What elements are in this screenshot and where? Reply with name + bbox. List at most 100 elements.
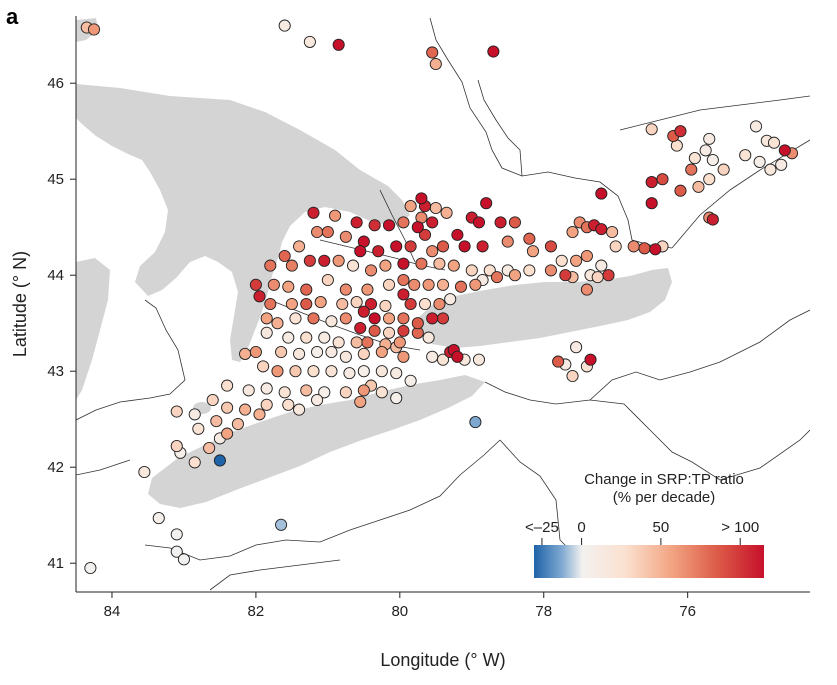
site-marker [404, 240, 417, 253]
site-marker [242, 384, 255, 397]
site-marker [152, 512, 165, 525]
site-marker [451, 228, 464, 241]
site-marker [451, 350, 464, 363]
site-marker [311, 345, 324, 359]
site-marker [397, 216, 410, 229]
site-marker [293, 403, 306, 416]
site-marker [397, 312, 410, 325]
site-marker [404, 297, 417, 311]
site-marker [192, 422, 205, 435]
site-marker [422, 278, 435, 291]
site-marker [87, 23, 101, 36]
site-marker [307, 312, 320, 325]
colorbar-title: Change in SRP:TP ratio [584, 471, 744, 488]
site-marker [325, 345, 338, 359]
site-marker [329, 209, 342, 222]
site-marker [703, 132, 716, 145]
site-marker [393, 336, 406, 349]
site-marker [429, 57, 442, 71]
site-marker [602, 269, 615, 282]
site-marker [275, 518, 288, 531]
site-marker [368, 324, 381, 337]
site-marker [368, 312, 381, 325]
site-marker [339, 350, 352, 363]
site-marker [494, 216, 507, 229]
site-marker [354, 321, 367, 335]
site-marker [203, 441, 216, 455]
y-tick-label: 44 [47, 267, 64, 284]
site-marker [332, 254, 345, 267]
site-marker [354, 245, 367, 258]
site-marker [361, 283, 374, 296]
site-marker [221, 427, 234, 440]
site-marker [390, 392, 403, 405]
x-tick-label: 84 [104, 603, 121, 620]
site-marker [253, 290, 266, 303]
site-marker [206, 393, 219, 407]
site-marker [350, 336, 363, 349]
site-marker [318, 331, 331, 344]
site-marker [501, 235, 514, 248]
site-marker [325, 315, 338, 328]
site-marker [382, 219, 396, 232]
site-marker [426, 216, 439, 229]
site-marker [422, 331, 435, 344]
site-marker [311, 393, 324, 407]
x-tick-label: 80 [391, 603, 408, 620]
site-marker [436, 353, 450, 366]
site-marker [426, 350, 439, 363]
site-marker [382, 278, 396, 291]
site-marker [674, 125, 687, 138]
site-marker [282, 280, 295, 293]
site-marker [649, 243, 662, 256]
site-marker [289, 365, 302, 378]
site-marker [688, 152, 701, 165]
site-marker [285, 259, 298, 272]
site-marker [260, 398, 273, 411]
site-marker [368, 219, 381, 232]
site-marker [411, 221, 424, 234]
site-marker [303, 254, 316, 267]
site-marker [239, 347, 252, 360]
site-marker [321, 273, 334, 287]
x-tick-label: 76 [679, 603, 696, 620]
site-marker [426, 312, 439, 325]
site-marker [775, 158, 788, 171]
lake-michigan [76, 258, 110, 400]
site-marker [275, 345, 288, 359]
site-marker [318, 254, 331, 267]
site-marker [415, 192, 428, 205]
site-marker [584, 353, 597, 366]
site-marker [278, 386, 291, 399]
site-marker [717, 163, 730, 176]
site-marker [778, 144, 791, 157]
site-marker [311, 225, 324, 239]
site-marker [767, 136, 781, 149]
site-marker [390, 240, 403, 253]
site-marker [300, 331, 313, 344]
site-marker [382, 312, 396, 325]
site-marker [239, 403, 252, 416]
site-marker [508, 269, 522, 282]
site-marker [300, 297, 313, 311]
site-marker [332, 336, 345, 349]
site-marker [566, 225, 579, 239]
lake-huron [76, 84, 410, 362]
colorbar-gradient [534, 545, 764, 578]
colorbar-tick-label: 0 [577, 519, 585, 536]
site-marker [411, 317, 424, 330]
site-marker [357, 305, 370, 318]
site-marker [325, 365, 338, 378]
site-marker [440, 206, 453, 219]
site-marker [343, 367, 356, 380]
site-marker [231, 417, 244, 431]
y-tick-label: 43 [47, 363, 64, 380]
site-marker [354, 395, 367, 408]
site-marker [555, 254, 568, 267]
x-tick-label: 78 [535, 603, 552, 620]
site-marker [706, 153, 719, 167]
site-marker [692, 180, 705, 193]
site-marker [282, 331, 295, 344]
site-marker [221, 401, 234, 414]
site-markers [80, 19, 799, 575]
